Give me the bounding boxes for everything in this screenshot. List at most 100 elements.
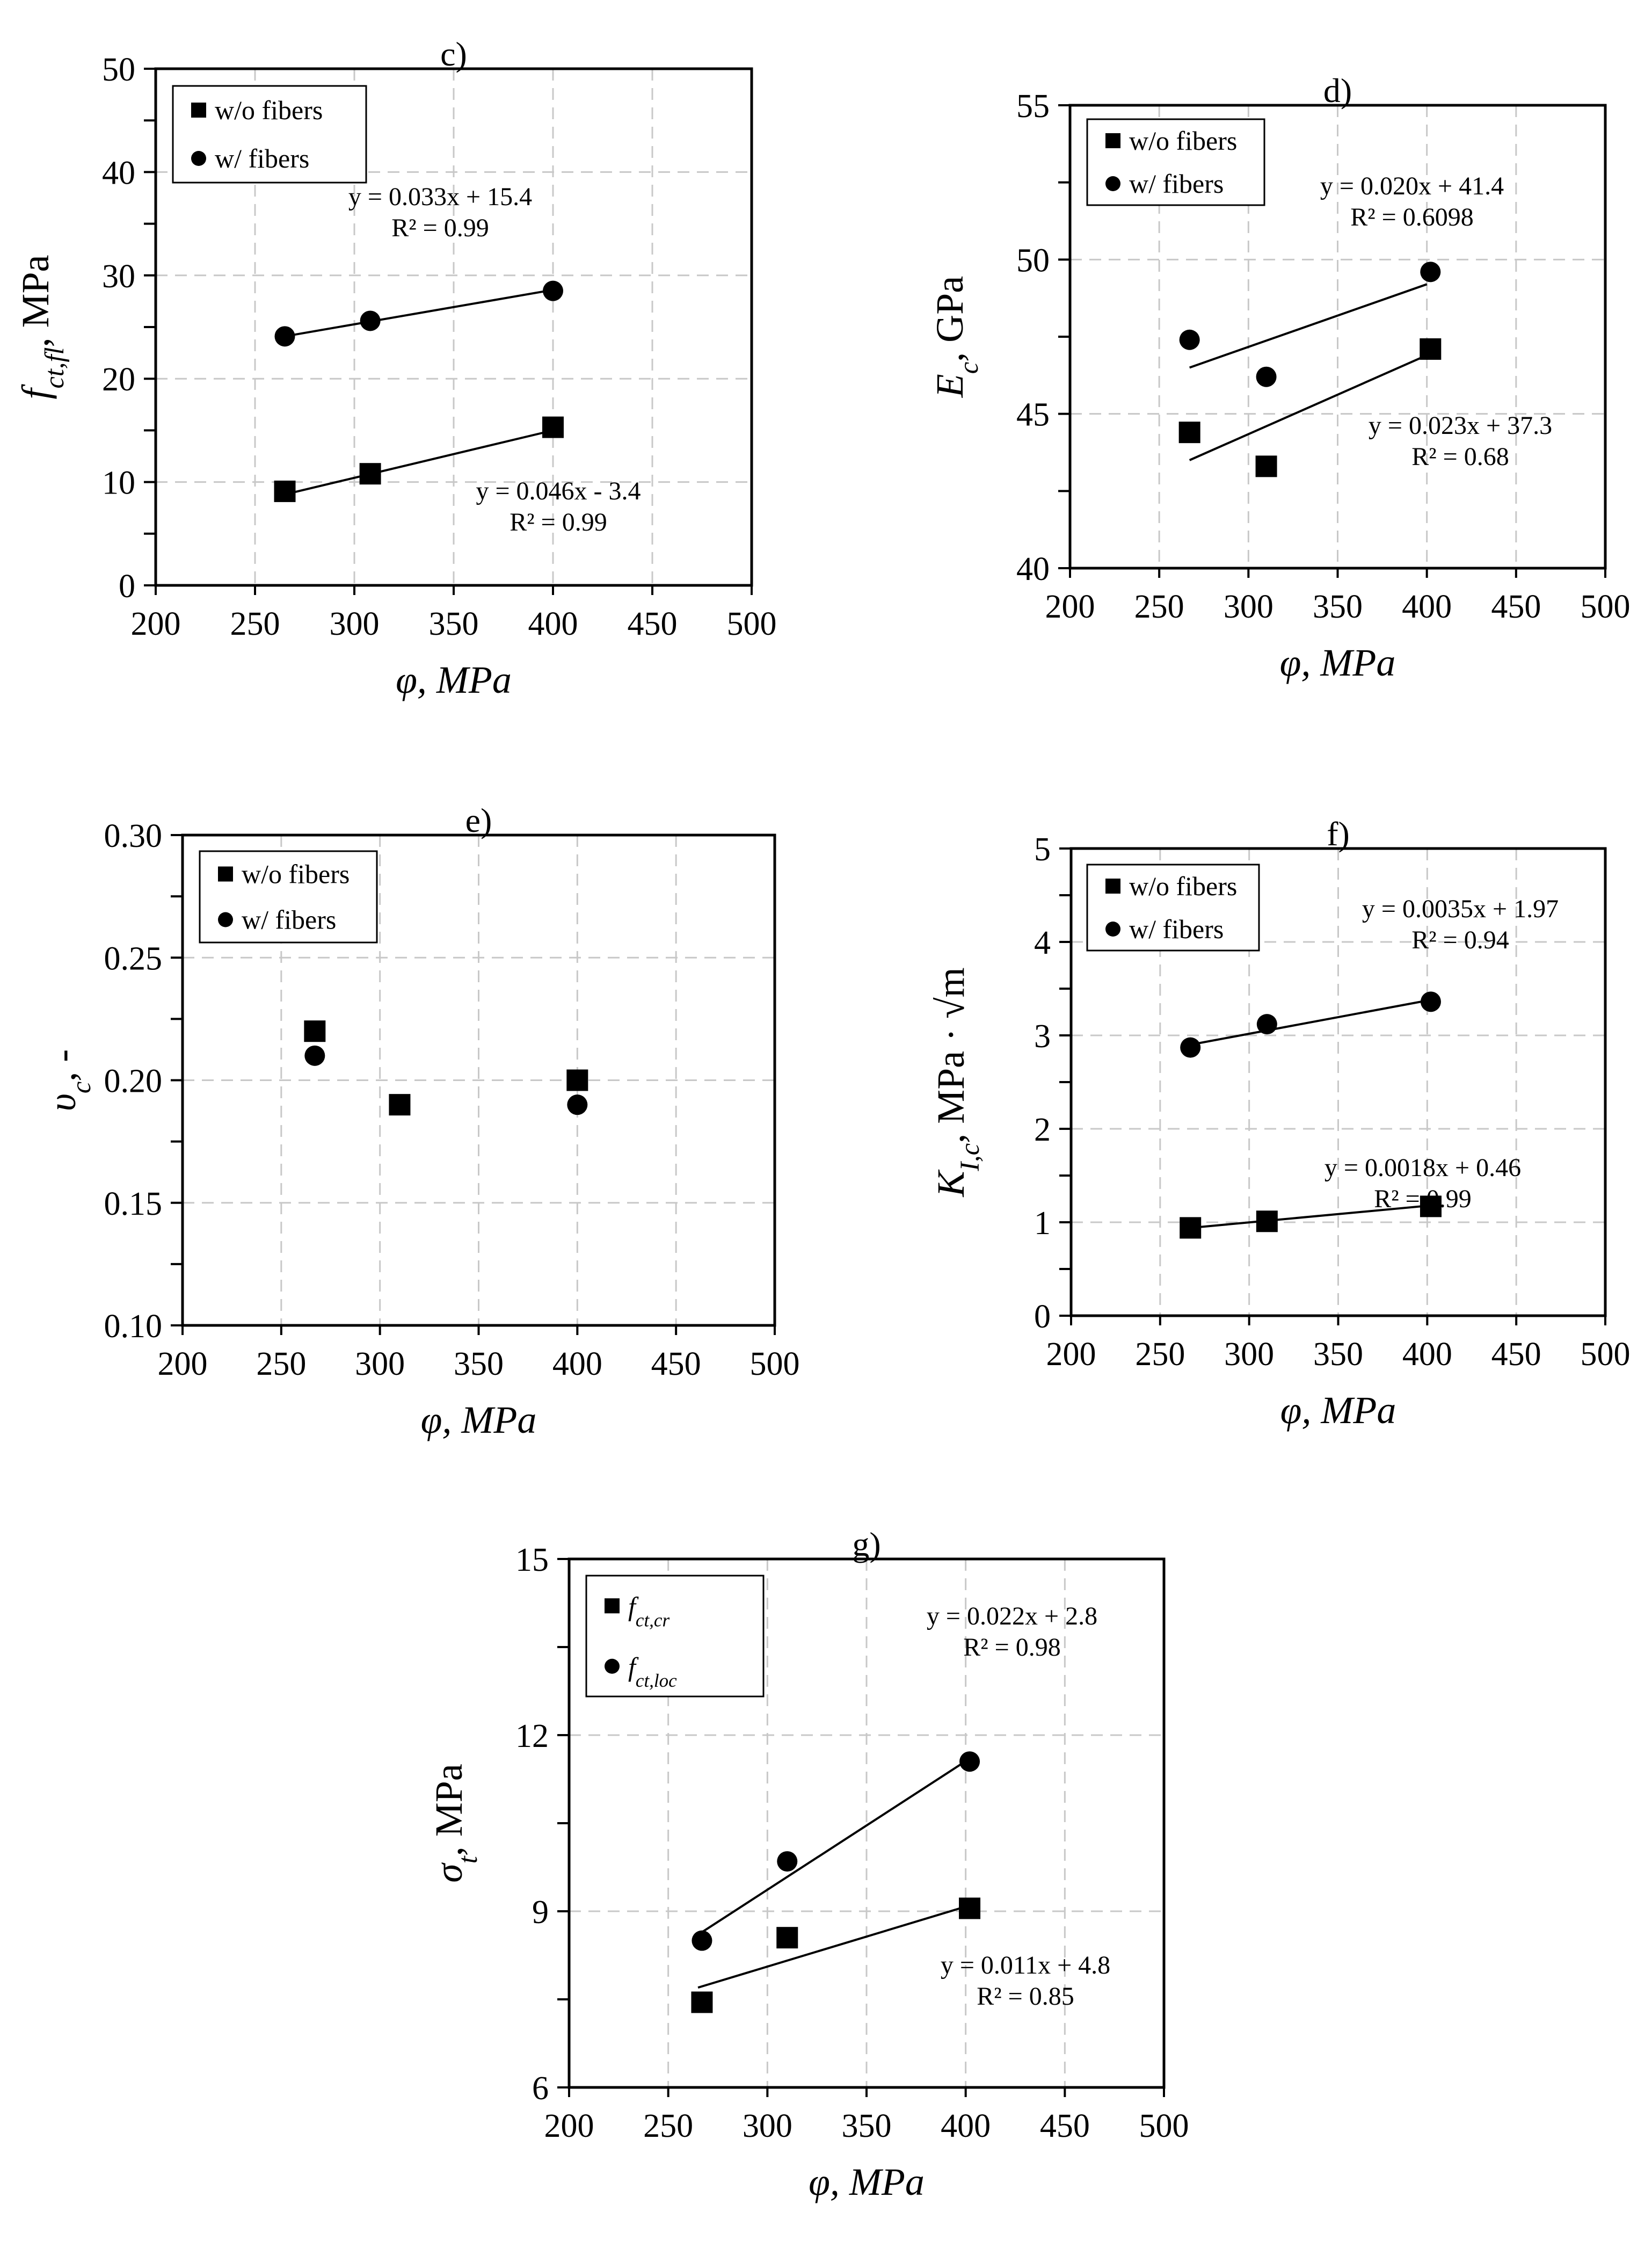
series-circle: y = 0.0035x + 1.97 R² = 0.94 bbox=[1180, 895, 1559, 1058]
series-square bbox=[304, 1020, 588, 1116]
x-tick-label: 250 bbox=[1134, 589, 1184, 625]
legend-marker-square bbox=[1105, 133, 1120, 148]
y-tick-label: 50 bbox=[1016, 242, 1050, 279]
x-tick-label: 350 bbox=[842, 2108, 892, 2144]
x-tick-label: 200 bbox=[544, 2108, 594, 2144]
y-tick-label: 6 bbox=[532, 2070, 549, 2107]
trend-r-squared: R² = 0.99 bbox=[391, 214, 489, 242]
data-point-square bbox=[959, 1897, 981, 1919]
trend-equation: y = 0.011x + 4.8 bbox=[941, 1951, 1110, 1979]
trend-line bbox=[1189, 354, 1428, 461]
legend-label: w/ fibers bbox=[215, 143, 309, 173]
x-tick-label: 400 bbox=[1402, 589, 1452, 625]
data-point-circle bbox=[1256, 366, 1277, 387]
legend-label: w/o fibers bbox=[242, 859, 350, 889]
y-tick-label: 10 bbox=[102, 465, 135, 502]
trend-r-squared: R² = 0.85 bbox=[977, 1982, 1074, 2011]
y-tick-label: 0.20 bbox=[104, 1063, 163, 1100]
x-axis-label: φ, MPa bbox=[1280, 1389, 1396, 1432]
x-tick-label: 450 bbox=[1491, 1336, 1541, 1373]
y-axis-label: fct,fl, MPa bbox=[14, 255, 69, 399]
data-point-circle bbox=[360, 310, 381, 331]
x-tick-label: 200 bbox=[158, 1346, 208, 1382]
y-tick-label: 0.30 bbox=[104, 818, 163, 854]
trend-r-squared: R² = 0.99 bbox=[510, 508, 607, 536]
data-point-square bbox=[1256, 1210, 1278, 1232]
y-axis-label: σt, MPa bbox=[427, 1764, 483, 1883]
chart-f: 200 250 300 350 400 450 500 0 1 2 3 4 5 f) φ, MPa KI,c,… bbox=[929, 815, 1631, 1432]
x-tick-label: 400 bbox=[552, 1346, 602, 1382]
x-tick-label: 300 bbox=[743, 2108, 792, 2144]
legend-marker-circle bbox=[218, 912, 233, 927]
y-tick-label: 40 bbox=[1016, 551, 1050, 588]
legend-marker-square bbox=[1105, 879, 1120, 894]
y-tick-label: 0.25 bbox=[104, 940, 163, 977]
x-tick-label: 500 bbox=[750, 1346, 800, 1382]
x-axis-label: φ, MPa bbox=[809, 2160, 925, 2203]
y-tick-label: 2 bbox=[1034, 1112, 1051, 1148]
legend: w/o fibers w/ fibers bbox=[172, 85, 367, 184]
chart-title: d) bbox=[1323, 71, 1352, 110]
x-tick-label: 500 bbox=[1581, 589, 1631, 625]
legend-marker-square bbox=[218, 866, 233, 882]
trend-line bbox=[1190, 998, 1431, 1046]
y-tick-label: 9 bbox=[532, 1894, 549, 1931]
data-point-circle bbox=[567, 1094, 588, 1115]
data-point-square bbox=[359, 463, 381, 485]
series-square: y = 0.023x + 37.3 R² = 0.68 bbox=[1178, 338, 1552, 477]
legend-label: w/ fibers bbox=[1129, 169, 1224, 199]
y-tick-label: 4 bbox=[1034, 925, 1051, 961]
trend-r-squared: R² = 0.6098 bbox=[1350, 203, 1473, 231]
chart-title: g) bbox=[852, 1525, 880, 1563]
data-point-circle bbox=[1179, 329, 1200, 350]
x-tick-label: 450 bbox=[628, 606, 678, 642]
legend-box bbox=[199, 850, 378, 944]
data-point-square bbox=[566, 1069, 588, 1091]
legend-marker-circle bbox=[605, 1658, 620, 1674]
x-tick-label: 400 bbox=[941, 2108, 991, 2144]
x-tick-label: 250 bbox=[643, 2108, 693, 2144]
data-point-circle bbox=[1256, 1014, 1277, 1035]
chart-e: 200 250 300 350 400 450 500 0.10 0.15 0.20 0.25 0.3… bbox=[41, 801, 800, 1441]
x-tick-label: 300 bbox=[330, 606, 380, 642]
x-tick-label: 450 bbox=[651, 1346, 701, 1382]
chart-c: 200 250 300 350 400 450 500 0 10 20 30 40 50 c) φ, MPa… bbox=[14, 35, 777, 701]
legend-marker-circle bbox=[1105, 922, 1120, 937]
data-point-square bbox=[542, 416, 564, 438]
data-point-square bbox=[274, 480, 296, 502]
y-tick-label: 45 bbox=[1016, 397, 1050, 433]
data-point-square bbox=[776, 1927, 798, 1949]
data-point-circle bbox=[1420, 262, 1441, 282]
y-axis-label: KI,c, MPa · √m bbox=[929, 967, 985, 1197]
legend: w/o fibers w/ fibers bbox=[199, 850, 378, 944]
trend-equation: y = 0.033x + 15.4 bbox=[348, 183, 532, 211]
legend-label: w/o fibers bbox=[1129, 871, 1237, 901]
legend-box bbox=[172, 85, 367, 184]
trend-r-squared: R² = 0.98 bbox=[963, 1633, 1060, 1662]
trend-equation: y = 0.046x - 3.4 bbox=[476, 477, 641, 505]
data-point-circle bbox=[777, 1851, 798, 1872]
data-point-circle bbox=[692, 1930, 712, 1951]
chart-title: f) bbox=[1327, 815, 1350, 853]
x-tick-label: 500 bbox=[1139, 2108, 1189, 2144]
trend-equation: y = 0.0018x + 0.46 bbox=[1324, 1154, 1521, 1182]
legend-marker-circle bbox=[191, 151, 206, 166]
data-point-square bbox=[389, 1094, 411, 1116]
x-tick-label: 400 bbox=[1402, 1336, 1452, 1373]
y-tick-label: 40 bbox=[102, 155, 135, 191]
trend-r-squared: R² = 0.94 bbox=[1411, 926, 1509, 954]
y-tick-label: 0 bbox=[119, 568, 135, 605]
data-point-circle bbox=[959, 1751, 980, 1772]
x-tick-label: 350 bbox=[1313, 1336, 1363, 1373]
series-square: y = 0.011x + 4.8 R² = 0.85 bbox=[691, 1897, 1110, 2013]
x-tick-label: 300 bbox=[355, 1346, 405, 1382]
data-point-square bbox=[1178, 422, 1200, 444]
trend-equation: y = 0.020x + 41.4 bbox=[1320, 172, 1504, 200]
x-tick-label: 500 bbox=[1581, 1336, 1631, 1373]
trend-equation: y = 0.0035x + 1.97 bbox=[1362, 895, 1559, 923]
chart-d: 200 250 300 350 400 450 500 40 45 50 55 d) φ, MPa Ec,… bbox=[928, 71, 1631, 684]
data-point-circle bbox=[1180, 1037, 1201, 1058]
y-tick-label: 0 bbox=[1034, 1299, 1051, 1335]
trend-line bbox=[285, 288, 554, 338]
